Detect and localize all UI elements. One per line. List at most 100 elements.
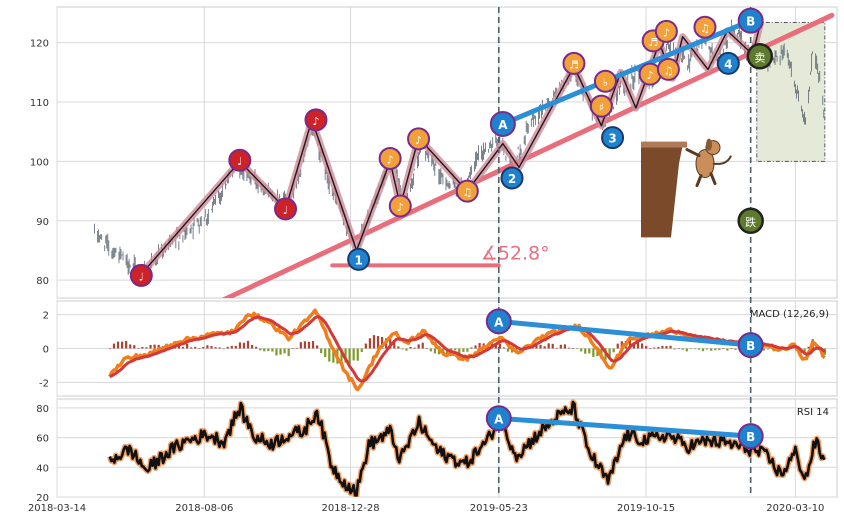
macd-histogram-bar xyxy=(263,348,266,352)
macd-point-a: A xyxy=(485,308,512,335)
macd-histogram-bar xyxy=(677,347,680,349)
signal-badge-label: 跌 xyxy=(745,215,756,229)
rsi-clipped xyxy=(107,399,827,497)
macd-histogram-bar xyxy=(559,344,562,349)
macd-histogram-bar xyxy=(397,346,400,349)
macd-histogram-bar xyxy=(653,347,656,349)
price-point-a-circle xyxy=(489,110,516,137)
note-marker-label: ♪ xyxy=(387,153,394,166)
wave-point-3-circle xyxy=(601,126,625,150)
macd-histogram-bar xyxy=(279,348,282,355)
note-marker: ♪ xyxy=(654,19,678,43)
macd-histogram-bar xyxy=(129,344,132,349)
signal-badge: 跌 xyxy=(737,207,764,235)
signal-badge-label: 卖 xyxy=(754,51,765,64)
macd-histogram-bar xyxy=(571,348,575,349)
macd-histogram-bar xyxy=(697,348,701,350)
note-marker: ♫ xyxy=(656,57,680,81)
rsi-panel-frame xyxy=(56,398,838,498)
macd-histogram-bar xyxy=(352,348,355,361)
overlay-layer: ♩ ♩ ♩ ♪ ♪ ♪ ♪ ♫ ♬ ♯ ♭ ♪ ♬ ♪ ♫ ♫ 1 2 3 4 A B 卖跌 xyxy=(129,7,774,497)
rsi-point-a-label: A xyxy=(494,412,504,426)
macd-point-a-circle xyxy=(485,308,512,335)
macd-histogram-bar xyxy=(502,347,506,349)
axis-layer: 80 90 100 110 120 -2 0 2 20 40 60 80 2018-03-14 2018-… xyxy=(28,39,824,514)
rsi-ytick-label: 80 xyxy=(36,404,49,415)
macd-histogram-bar xyxy=(409,346,412,349)
macd-histogram-bar xyxy=(547,343,550,349)
note-marker-label: ♫ xyxy=(663,64,673,77)
note-marker: ♩ xyxy=(274,197,298,221)
macd-histogram-bar xyxy=(275,348,278,356)
macd-histogram-bar xyxy=(348,348,351,364)
rsi-ytick-label: 60 xyxy=(36,434,49,445)
macd-histogram-bar xyxy=(141,346,144,349)
note-marker-label: ♫ xyxy=(700,22,710,35)
price-point-a-label: A xyxy=(498,118,508,132)
macd-histogram-bar xyxy=(320,348,323,354)
macd-histogram-bar xyxy=(669,345,672,349)
macd-histogram-bar xyxy=(661,345,664,349)
macd-histogram-bar xyxy=(681,348,684,350)
macd-histogram-bar xyxy=(307,341,311,349)
macd-histogram-bar xyxy=(567,347,571,349)
macd-histogram-bar xyxy=(657,347,660,349)
macd-histogram-bar xyxy=(311,341,315,349)
note-marker: ♪ xyxy=(304,108,328,132)
macd-histogram-bar xyxy=(121,341,124,349)
wave-point-1-circle xyxy=(347,247,371,271)
macd-histogram-bar xyxy=(576,348,579,350)
note-marker-circle xyxy=(388,194,412,218)
rsi-point-a-circle xyxy=(485,405,512,432)
rsi-point-b-circle xyxy=(737,423,764,450)
note-marker-label: ♯ xyxy=(599,101,604,114)
xtick-label: 2018-12-28 xyxy=(321,503,379,514)
wave-point-4-circle xyxy=(716,51,740,75)
note-marker-circle xyxy=(129,263,153,287)
macd-ytick-label: 2 xyxy=(43,311,49,322)
macd-histogram-bar xyxy=(823,348,827,355)
wave-point-1: 1 xyxy=(347,247,371,271)
rsi-point-a: A xyxy=(485,405,512,432)
rsi-divergence-line xyxy=(496,415,754,439)
macd-point-b: B xyxy=(737,332,764,359)
wave-point-1-label: 1 xyxy=(354,253,362,267)
wave-point-3-label: 3 xyxy=(608,132,616,146)
macd-histogram-bar xyxy=(417,344,420,349)
macd-histogram-bar xyxy=(255,346,258,349)
macd-histogram-bar xyxy=(762,348,766,351)
macd-histogram-bar xyxy=(454,348,457,351)
macd-histogram-bar xyxy=(283,348,286,354)
macd-histogram-bar xyxy=(202,346,205,349)
macd-histogram-bar xyxy=(372,335,376,349)
macd-histogram-bar xyxy=(401,348,404,350)
price-point-b-label: B xyxy=(746,15,755,29)
angle-label: ∡52.8° xyxy=(481,242,550,264)
xtick-label: 2018-03-14 xyxy=(28,503,86,514)
macd-histogram-bar xyxy=(186,343,189,349)
macd-histogram-bar xyxy=(234,345,237,349)
macd-histogram-bar xyxy=(303,341,307,349)
note-marker-circle xyxy=(228,148,252,172)
macd-histogram-bar xyxy=(734,348,737,350)
macd-histogram-bar xyxy=(429,348,432,352)
wave-point-3: 3 xyxy=(601,126,625,150)
macd-histogram-bar xyxy=(149,345,152,349)
signal-badge-circle xyxy=(737,207,764,235)
macd-histogram-bar xyxy=(299,342,302,349)
note-marker-label: ♬ xyxy=(648,36,658,49)
rsi-line xyxy=(108,400,826,497)
macd-histogram-bar xyxy=(376,336,380,349)
macd-histogram-bar xyxy=(665,346,668,349)
macd-histogram-bar xyxy=(596,348,599,357)
macd-histogram-bar xyxy=(636,341,640,349)
zigzag-line xyxy=(140,21,762,275)
chart-panels xyxy=(56,6,838,498)
macd-histogram-bar xyxy=(393,340,396,349)
note-marker-label: ♭ xyxy=(603,76,608,89)
wave-point-2-circle xyxy=(500,166,524,190)
macd-histogram-bar xyxy=(295,347,298,349)
macd-signal-line xyxy=(109,315,826,383)
macd-histogram-bar xyxy=(649,348,652,349)
macd-histogram-bar xyxy=(807,346,810,349)
